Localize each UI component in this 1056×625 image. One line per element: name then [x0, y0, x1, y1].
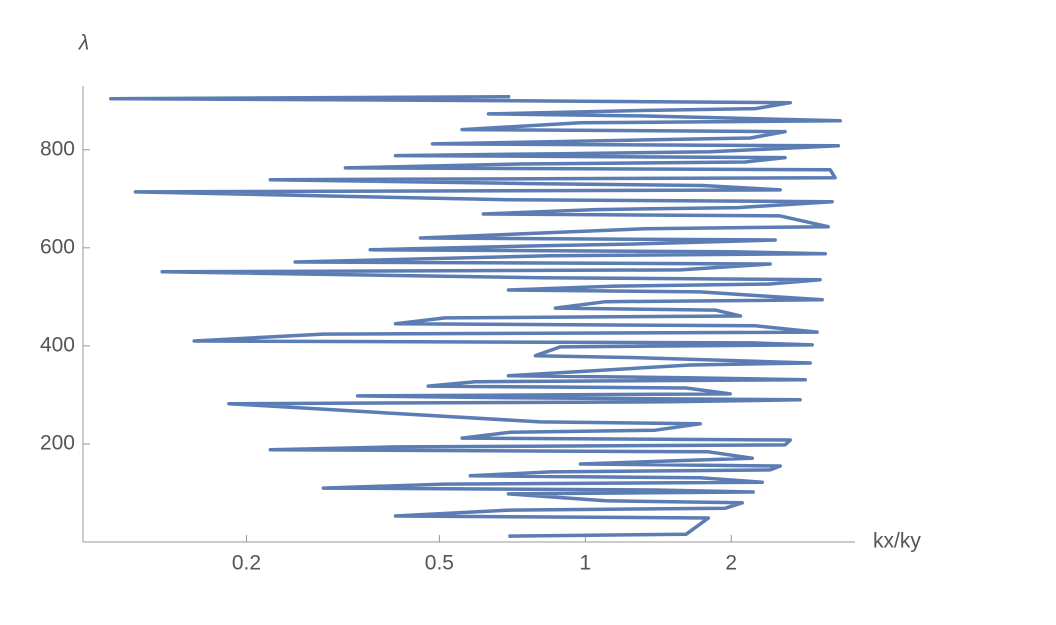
x-axis-label: kx/ky [873, 530, 921, 553]
y-tick-label: 400 [40, 333, 75, 356]
y-tick-label: 600 [40, 235, 75, 258]
y-tick-label: 200 [40, 431, 75, 454]
data-line [109, 95, 842, 538]
y-tick-label: 800 [40, 137, 75, 160]
x-tick-label: 2 [725, 552, 737, 575]
x-tick-label: 0.2 [232, 552, 261, 575]
x-tick-label: 0.5 [425, 552, 454, 575]
x-tick-label: 1 [579, 552, 591, 575]
y-axis-label: λ [78, 32, 89, 55]
